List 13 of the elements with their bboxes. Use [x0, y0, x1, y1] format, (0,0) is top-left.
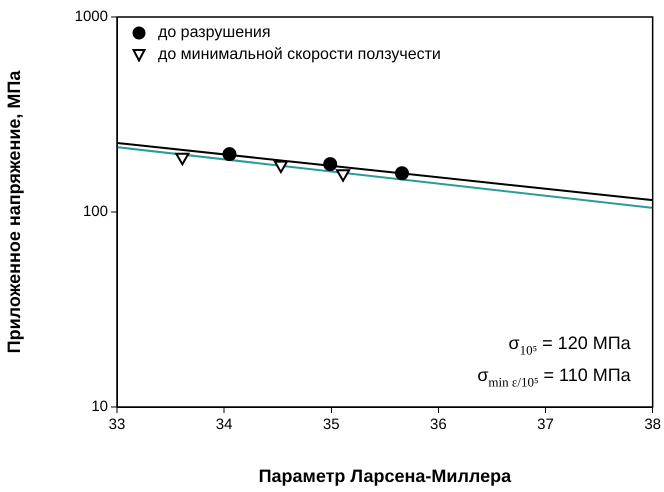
y-tick-label: 100 — [82, 203, 108, 220]
x-tick-label: 36 — [430, 416, 447, 434]
x-tick-label: 38 — [644, 416, 661, 434]
x-tick-label: 34 — [216, 416, 232, 434]
legend-label: до разрушения — [158, 23, 271, 43]
x-tick-label: 37 — [537, 416, 554, 434]
legend-label: до минимальной скорости ползучести — [158, 45, 441, 65]
x-tick-label: 33 — [108, 416, 126, 434]
x-tick-label: 35 — [322, 416, 340, 434]
y-axis-title: Приложенное напряжение, МПа — [4, 70, 24, 354]
y-tick-label: 1000 — [74, 8, 108, 26]
x-axis-title: Параметр Ларсена-Миллера — [258, 466, 512, 486]
y-tick-label: 10 — [91, 398, 108, 416]
